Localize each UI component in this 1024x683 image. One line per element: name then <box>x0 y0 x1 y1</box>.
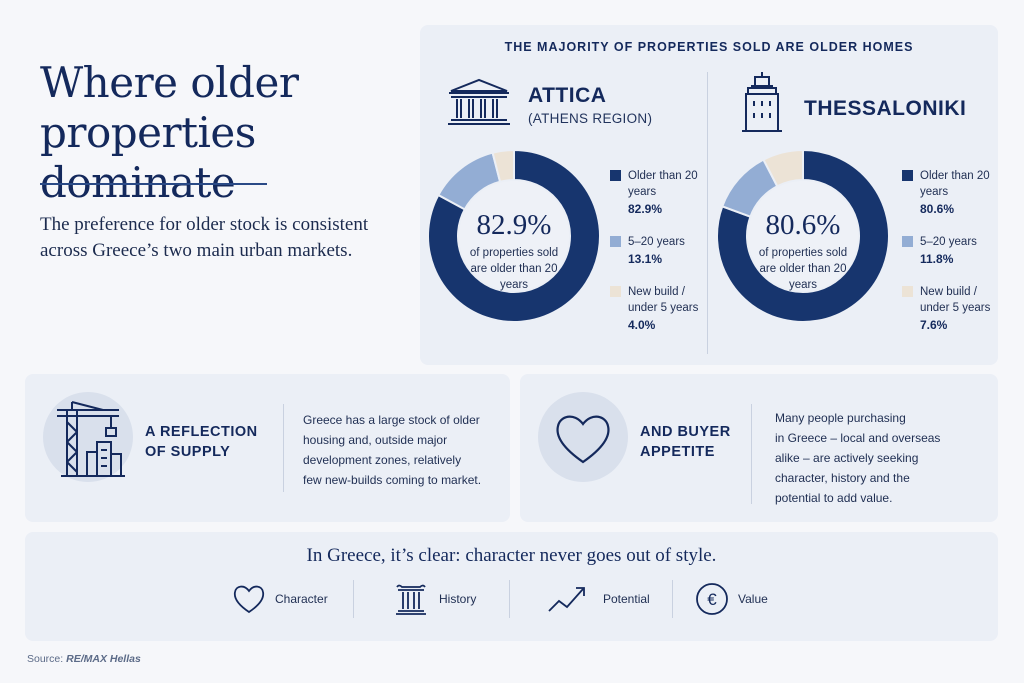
headline: Where older properties dominate <box>40 58 299 207</box>
region-divider <box>707 72 708 354</box>
supply-heading: A REFLECTION OF SUPPLY <box>145 424 258 460</box>
body-line: Many people purchasing <box>775 411 906 425</box>
legend-label: 5–20 years <box>920 236 977 248</box>
body-line: in Greece – local and overseas <box>775 431 941 445</box>
legend-label: 5–20 years <box>628 236 685 248</box>
heart-icon <box>538 392 628 482</box>
donut-center-caption: of properties sold are older than 20 yea… <box>469 247 559 291</box>
legend-label: New build / under 5 years <box>920 286 991 314</box>
body-line: development zones, relatively <box>303 453 462 467</box>
legend-thessaloniki: Older than 20 years 80.6% 5–20 years 11.… <box>902 168 998 350</box>
body-line: housing and, outside major <box>303 433 448 447</box>
donut-chart-attica <box>427 148 601 323</box>
donut-slice-older <box>716 148 890 323</box>
panel-title: THE MAJORITY OF PROPERTIES SOLD ARE OLDE… <box>504 40 914 54</box>
legend-item: Older than 20 years 82.9% <box>610 168 706 218</box>
donut-slice-new <box>491 148 515 183</box>
tagline-panel: In Greece, it’s clear: character never g… <box>25 532 998 641</box>
euro-icon: € <box>696 583 728 615</box>
donut-slice-older <box>427 148 601 323</box>
donut-hole <box>748 181 858 291</box>
legend-swatch-mid <box>902 236 913 247</box>
legend-swatch-mid <box>610 236 621 247</box>
parthenon-icon <box>447 77 511 134</box>
legend-swatch-older <box>902 170 913 181</box>
donut-center-attica: 82.9% of properties sold are older than … <box>464 209 564 293</box>
supply-body: Greece has a large stock of older housin… <box>303 410 481 490</box>
source-note: Source: RE/MAX Hellas <box>27 653 141 665</box>
body-line: alike – are actively seeking <box>775 451 919 465</box>
appetite-body: Many people purchasing in Greece – local… <box>775 408 940 508</box>
body-line: few new-builds coming to market. <box>303 473 482 487</box>
legend-attica: Older than 20 years 82.9% 5–20 years 13.… <box>610 168 706 350</box>
region-subtitle-attica: (ATHENS REGION) <box>528 111 653 126</box>
legend-value: 13.1% <box>628 252 663 266</box>
region-name-thessaloniki: THESSALONIKI <box>804 97 967 120</box>
donut-chart-thessaloniki <box>716 148 890 323</box>
legend-label: New build / under 5 years <box>628 286 699 314</box>
legend-swatch-older <box>610 170 621 181</box>
body-line: potential to add value. <box>775 491 893 505</box>
svg-text:€: € <box>707 590 717 609</box>
value-divider <box>509 580 510 618</box>
donut-hole <box>459 181 569 291</box>
card-divider <box>751 404 752 504</box>
body-line: Greece has a large stock of older <box>303 413 480 427</box>
donut-center-caption: of properties sold are older than 20 yea… <box>758 247 848 291</box>
legend-value: 4.0% <box>628 318 656 332</box>
supply-card: A REFLECTION OF SUPPLY Greece has a larg… <box>25 374 510 522</box>
white-tower-icon <box>740 71 784 138</box>
legend-value: 82.9% <box>628 202 663 216</box>
legend-item: 5–20 years 11.8% <box>902 234 998 268</box>
heart-icon <box>233 585 265 614</box>
value-label: History <box>439 592 477 606</box>
donut-slice-new <box>762 148 804 188</box>
value-divider <box>353 580 354 618</box>
trend-up-icon <box>548 587 585 612</box>
column-icon <box>396 584 426 615</box>
legend-swatch-new <box>902 286 913 297</box>
source-name: RE/MAX Hellas <box>66 653 141 665</box>
regions-panel: THE MAJORITY OF PROPERTIES SOLD ARE OLDE… <box>420 25 998 365</box>
intro-text: The preference for older stock is consis… <box>40 214 369 261</box>
headline-rule <box>40 183 267 185</box>
donut-center-value: 80.6% <box>765 209 841 241</box>
legend-value: 11.8% <box>920 252 954 266</box>
value-label: Potential <box>603 592 650 606</box>
donut-center-thessaloniki: 80.6% of properties sold are older than … <box>753 209 853 293</box>
legend-value: 80.6% <box>920 202 955 216</box>
legend-swatch-new <box>610 286 621 297</box>
body-line: character, history and the <box>775 471 910 485</box>
crane-buildings-icon <box>43 392 133 482</box>
legend-value: 7.6% <box>920 318 948 332</box>
tagline: In Greece, it’s clear: character never g… <box>306 545 717 566</box>
value-label: Character <box>275 592 328 606</box>
region-name-attica: ATTICA <box>528 84 607 107</box>
appetite-card: AND BUYER APPETITE Many people purchasin… <box>520 374 998 522</box>
donut-center-value: 82.9% <box>476 209 552 241</box>
legend-item: New build / under 5 years 7.6% <box>902 284 998 334</box>
value-label: Value <box>738 592 768 606</box>
card-divider <box>283 404 284 492</box>
legend-item: 5–20 years 13.1% <box>610 234 706 268</box>
source-prefix: Source: <box>27 653 64 665</box>
legend-label: Older than 20 years <box>920 170 990 198</box>
value-divider <box>672 580 673 618</box>
legend-label: Older than 20 years <box>628 170 698 198</box>
legend-item: New build / under 5 years 4.0% <box>610 284 706 334</box>
legend-item: Older than 20 years 80.6% <box>902 168 998 218</box>
appetite-heading: AND BUYER APPETITE <box>640 424 731 460</box>
